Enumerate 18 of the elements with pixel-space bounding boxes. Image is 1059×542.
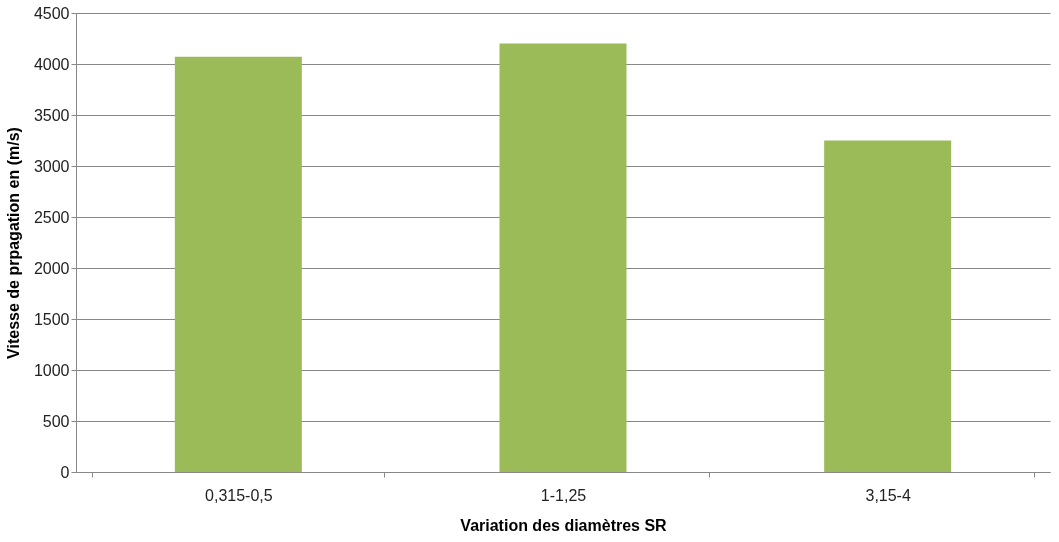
- x-axis-title: Variation des diamètres SR: [460, 516, 668, 534]
- x-tick-label: 1-1,25: [540, 486, 587, 504]
- bar: [174, 56, 302, 472]
- y-tick-label: 500: [42, 412, 70, 430]
- y-tick-label: 2500: [33, 208, 70, 226]
- y-tick-label: 4000: [33, 55, 70, 73]
- y-tick-label: 0: [60, 463, 70, 481]
- y-tick-label: 3000: [33, 157, 70, 175]
- bar: [499, 43, 627, 472]
- x-tick-label: 0,315-0,5: [205, 486, 273, 504]
- y-tick-label: 2000: [33, 259, 70, 277]
- y-tick-label: 3500: [33, 106, 70, 124]
- y-axis-title: Vitesse de prpagation en (m/s): [4, 127, 22, 359]
- y-tick-label: 1500: [33, 310, 70, 328]
- y-tick-label: 4500: [33, 4, 70, 22]
- y-tick-label: 1000: [33, 361, 70, 379]
- bar: [824, 140, 952, 472]
- x-tick-label: 3,15-4: [865, 486, 911, 504]
